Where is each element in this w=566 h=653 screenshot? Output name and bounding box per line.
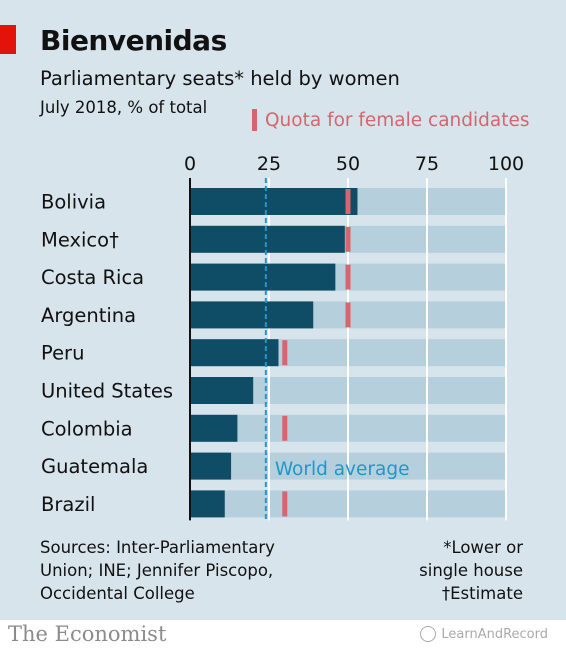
category-label: Colombia	[41, 417, 133, 440]
category-label: Mexico†	[41, 228, 119, 251]
category-label: Peru	[41, 342, 84, 365]
category-label: Argentina	[41, 304, 136, 327]
x-tick-label: 0	[184, 153, 196, 175]
bar-chart: 0 25 50 75 100 Bolivia Mexico† Costa Rica Argent…	[41, 153, 524, 521]
sources-line: Sources: Inter-Parliamentary	[40, 538, 275, 557]
category-label: Brazil	[41, 493, 95, 516]
bar	[190, 301, 314, 329]
category-label: Costa Rica	[41, 266, 144, 289]
sources-line: Occidental College	[40, 584, 195, 603]
footnote-line: *Lower or	[443, 538, 523, 557]
brand-logo: The Economist	[8, 622, 167, 646]
bar	[190, 490, 225, 518]
x-tick-label: 25	[257, 153, 281, 175]
quota-marker	[345, 264, 351, 290]
quota-marker	[345, 302, 351, 328]
world-average-label: World average	[275, 459, 410, 480]
category-label: United States	[41, 380, 173, 403]
footnotes: *Lower or single house †Estimate	[419, 536, 523, 605]
footnote-line: †Estimate	[441, 584, 523, 603]
legend: Quota for female candidates	[252, 109, 530, 131]
bar	[190, 452, 232, 480]
x-tick-label: 100	[488, 153, 524, 175]
category-label: Bolivia	[41, 191, 106, 214]
chart-subtitle: Parliamentary seats* held by women	[40, 67, 400, 90]
bar	[190, 225, 345, 253]
bar	[190, 188, 358, 215]
quota-marker	[345, 189, 351, 214]
category-label: Guatemala	[41, 455, 148, 478]
footer-bar: The Economist LearnAndRecord	[0, 620, 566, 653]
quota-marker	[282, 491, 288, 517]
quota-marker	[345, 226, 351, 252]
watermark-label: LearnAndRecord	[441, 626, 548, 642]
chart-units: July 2018, % of total	[40, 98, 208, 117]
quota-marker	[282, 340, 288, 366]
bar	[190, 414, 238, 442]
x-tick-label: 75	[415, 153, 439, 175]
brand-red-tag	[0, 25, 16, 54]
watermark: LearnAndRecord	[420, 626, 548, 642]
bar	[190, 263, 336, 291]
chart-title: Bienvenidas	[40, 24, 227, 57]
bar	[190, 339, 279, 367]
footnote-line: single house	[419, 561, 523, 580]
quota-legend-swatch	[252, 109, 257, 131]
wechat-icon	[420, 626, 437, 642]
sources-line: Union; INE; Jennifer Piscopo,	[40, 561, 274, 580]
quota-marker	[282, 415, 288, 441]
legend-label: Quota for female candidates	[265, 109, 530, 131]
sources-note: Sources: Inter-Parliamentary Union; INE;…	[40, 536, 275, 605]
bar	[190, 377, 254, 404]
x-tick-label: 50	[336, 153, 360, 175]
